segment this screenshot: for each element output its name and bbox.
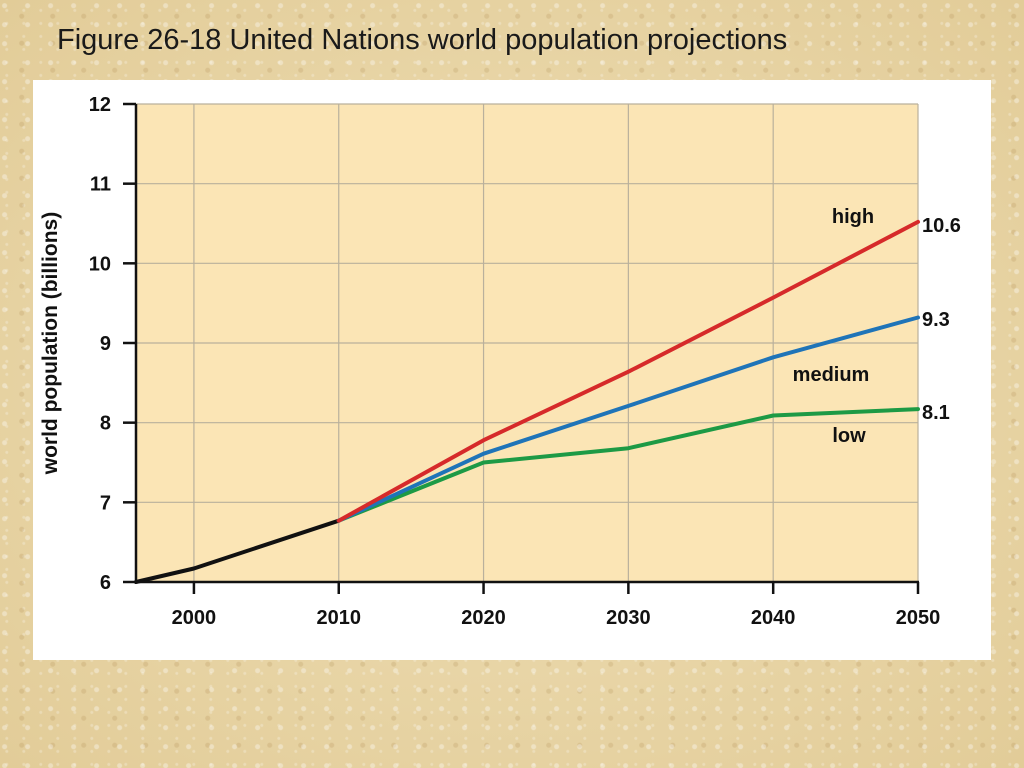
axes — [123, 102, 920, 594]
y-tick-label: 8 — [100, 413, 111, 435]
x-tick-label: 2010 — [316, 607, 361, 629]
population-chart: 6 7 8 9 10 11 12 2000 2010 2020 2030 2040 2050 high … — [39, 94, 961, 629]
annotations: high medium low 10.6 9.3 8.1 — [793, 206, 961, 447]
tick-labels: 6 7 8 9 10 11 12 2000 2010 2020 2030 2040 2050 — [89, 94, 941, 629]
chart-panel: 6 7 8 9 10 11 12 2000 2010 2020 2030 2040 2050 high … — [33, 80, 991, 660]
y-tick-label: 12 — [89, 94, 111, 116]
label-medium: medium — [793, 364, 870, 386]
x-tick-label: 2030 — [606, 607, 651, 629]
y-tick-label: 9 — [100, 333, 111, 355]
series-line-historical — [134, 518, 341, 584]
y-tick-label: 10 — [89, 253, 111, 275]
label-high: high — [832, 206, 874, 228]
y-tick-label: 6 — [100, 572, 111, 594]
x-tick-label: 2040 — [751, 607, 796, 629]
series-line-medium — [336, 315, 920, 523]
x-tick-label: 2020 — [461, 607, 506, 629]
y-tick-label: 11 — [90, 174, 111, 196]
series-line-high — [336, 219, 920, 523]
y-tick-label: 7 — [100, 492, 111, 514]
y-axis-label: world population (billions) — [39, 212, 62, 475]
end-label-medium: 9.3 — [922, 309, 950, 331]
label-low: low — [832, 425, 866, 447]
x-tick-label: 2000 — [172, 607, 217, 629]
x-tick-label: 2050 — [896, 607, 941, 629]
page-title: Figure 26-18 United Nations world popula… — [57, 24, 788, 56]
series-lines — [134, 219, 920, 584]
end-label-low: 8.1 — [922, 402, 950, 424]
series-line-low — [336, 407, 920, 523]
grid — [136, 103, 919, 583]
end-label-high: 10.6 — [922, 215, 961, 237]
